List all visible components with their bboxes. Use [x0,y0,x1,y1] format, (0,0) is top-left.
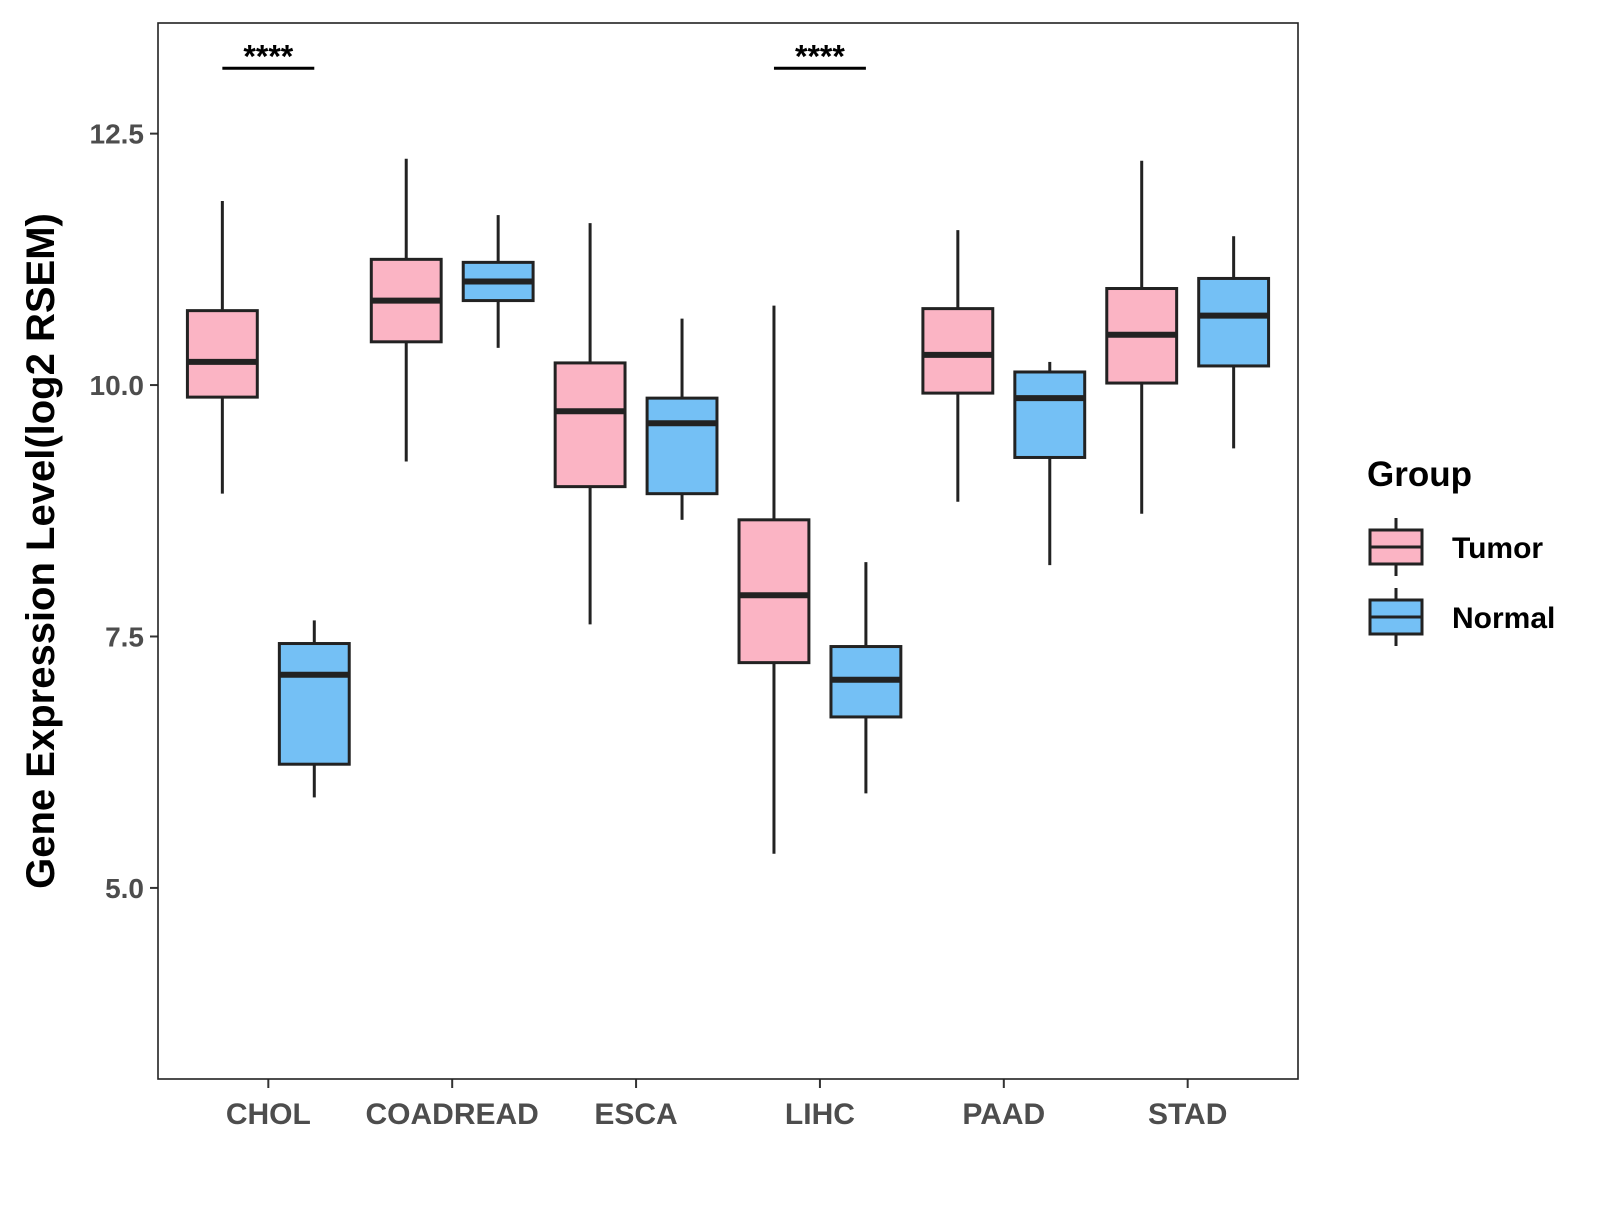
box-body [185,309,259,399]
significance-label: **** [243,38,293,74]
box-normal-chol [277,620,351,798]
box-normal-esca [645,318,719,520]
panel-border [157,22,1299,1080]
box-tumor-lihc [737,305,811,854]
box-normal-coadread [461,215,535,348]
x-tick-label: PAAD [962,1098,1045,1131]
box-tumor-stad [1105,160,1179,514]
box-tumor-coadread [369,158,443,462]
box-body [1197,276,1271,368]
box-body [921,307,995,395]
legend-title: Group [1367,455,1472,494]
y-axis-title: Gene Expression Level(log2 RSEM) [19,213,63,889]
box-normal-stad [1197,236,1271,449]
y-tick-label: 5.0 [105,873,144,904]
x-tick-label: ESCA [594,1098,677,1131]
x-tick-label: LIHC [785,1098,855,1131]
box-tumor-paad [921,230,995,502]
plot-layer: 5.0 7.5 10.0 12.5 CHOL COADREAD ESCA LIHC PAAD ST… [90,38,1271,1131]
box-body [277,642,351,766]
box-normal-lihc [829,562,903,794]
legend-item-tumor: Tumor [1368,518,1543,576]
legend-label: Tumor [1452,532,1543,565]
x-tick-label: STAD [1148,1098,1227,1131]
y-tick-label: 12.5 [90,119,145,150]
legend-label: Normal [1452,602,1555,635]
y-tick-label: 10.0 [90,370,145,401]
box-normal-paad [1013,361,1087,566]
box-body [553,361,627,489]
significance-label: **** [795,38,845,74]
box-body [737,518,811,665]
box-body [1013,370,1087,459]
x-tick-label: CHOL [226,1098,311,1131]
box-tumor-esca [553,223,627,625]
legend-item-normal: Normal [1368,588,1555,646]
box-body [645,396,719,496]
y-tick-label: 7.5 [105,621,144,652]
x-tick-label: COADREAD [366,1098,539,1131]
legend: Group Tumor Normal [1367,455,1555,646]
box-tumor-chol [185,201,259,494]
